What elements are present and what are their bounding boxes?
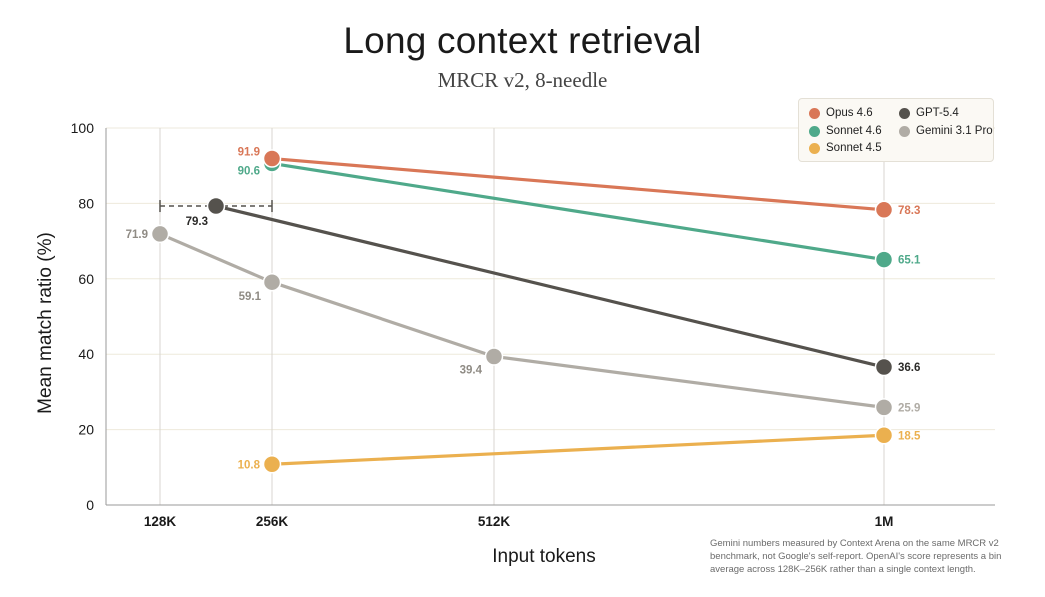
x-tick-label: 512K (478, 514, 511, 529)
data-point-sonnet-4-5 (262, 455, 282, 474)
legend-item-gemini-3-1-pro: Gemini 3.1 Pro (899, 125, 993, 137)
data-label-sonnet-4-6: 90.6 (238, 165, 260, 177)
legend-label: Opus 4.6 (826, 107, 873, 119)
data-label-gpt-5-4: 79.3 (186, 216, 208, 228)
series-line-opus-4-6 (270, 156, 886, 212)
legend-label: GPT-5.4 (916, 107, 959, 119)
legend-label: Sonnet 4.6 (826, 125, 882, 137)
legend-swatch (809, 142, 820, 154)
series-line-sonnet-4-6 (270, 161, 886, 262)
y-axis-title: Mean match ratio (%) (35, 232, 56, 414)
y-tick-label: 60 (78, 271, 94, 287)
data-point-gemini-3-1-pro (484, 347, 504, 366)
footnote: Gemini numbers measured by Context Arena… (710, 538, 1002, 575)
series-lines (158, 156, 886, 466)
data-point-gpt-5-4 (874, 357, 894, 377)
data-label-gemini-3-1-pro: 59.1 (239, 291, 262, 303)
data-label-sonnet-4-5: 10.8 (238, 459, 261, 471)
series-line-gpt-5-4 (214, 204, 886, 369)
x-tick-label: 128K (144, 514, 177, 529)
legend-item-sonnet-4-6: Sonnet 4.6 (809, 125, 882, 137)
legend-swatch (809, 125, 820, 137)
y-tick-label: 100 (71, 120, 95, 136)
y-tick-label: 80 (78, 195, 94, 211)
data-point-sonnet-4-5 (874, 426, 894, 445)
legend-swatch (899, 125, 910, 137)
data-point-gemini-3-1-pro (874, 398, 894, 417)
data-label-opus-4-6: 91.9 (238, 147, 260, 159)
data-point-gpt-5-4 (206, 196, 226, 216)
tick-labels: 0 20 40 60 80 100 128K 256K 512K 1M (71, 120, 894, 529)
data-labels: 10.8 18.5 71.9 59.1 39.4 25.9 79.3 36.6 90.6 65.1… (126, 147, 921, 472)
data-label-gpt-5-4: 36.6 (898, 362, 920, 374)
y-tick-label: 0 (86, 497, 94, 513)
data-point-opus-4-6 (262, 149, 282, 168)
chart-title: Long context retrieval (343, 20, 702, 61)
legend-label: Sonnet 4.5 (826, 142, 882, 154)
legend-label: Gemini 3.1 Pro (916, 125, 993, 137)
legend-swatch (899, 107, 910, 119)
data-label-opus-4-6: 78.3 (898, 205, 920, 217)
series-points (150, 149, 894, 474)
data-point-sonnet-4-6 (874, 250, 894, 269)
legend-swatch (809, 107, 820, 119)
legend-item-sonnet-4-5: Sonnet 4.5 (809, 142, 882, 154)
data-label-gemini-3-1-pro: 71.9 (126, 229, 148, 241)
data-label-gemini-3-1-pro: 39.4 (460, 364, 483, 376)
series-line-gemini-3-1-pro (158, 232, 886, 409)
data-point-gemini-3-1-pro (150, 224, 170, 244)
data-label-gemini-3-1-pro: 25.9 (898, 402, 920, 414)
axes (105, 128, 995, 506)
data-point-opus-4-6 (874, 200, 894, 220)
chart-subtitle: MRCR v2, 8-needle (437, 68, 608, 92)
y-tick-label: 20 (78, 422, 94, 438)
gridlines (106, 127, 995, 505)
legend: Opus 4.6 GPT-5.4 Sonnet 4.6 Gemini 3.1 P… (798, 98, 994, 162)
y-tick-label: 40 (78, 346, 94, 362)
x-tick-label: 1M (875, 514, 894, 529)
data-label-sonnet-4-6: 65.1 (898, 255, 921, 267)
data-point-gemini-3-1-pro (262, 272, 282, 292)
x-tick-label: 256K (256, 514, 289, 529)
series-line-sonnet-4-5 (270, 433, 886, 466)
data-label-sonnet-4-5: 18.5 (898, 430, 921, 442)
x-axis-title: Input tokens (492, 546, 596, 567)
legend-item-gpt-5-4: GPT-5.4 (899, 107, 959, 119)
legend-item-opus-4-6: Opus 4.6 (809, 107, 873, 119)
